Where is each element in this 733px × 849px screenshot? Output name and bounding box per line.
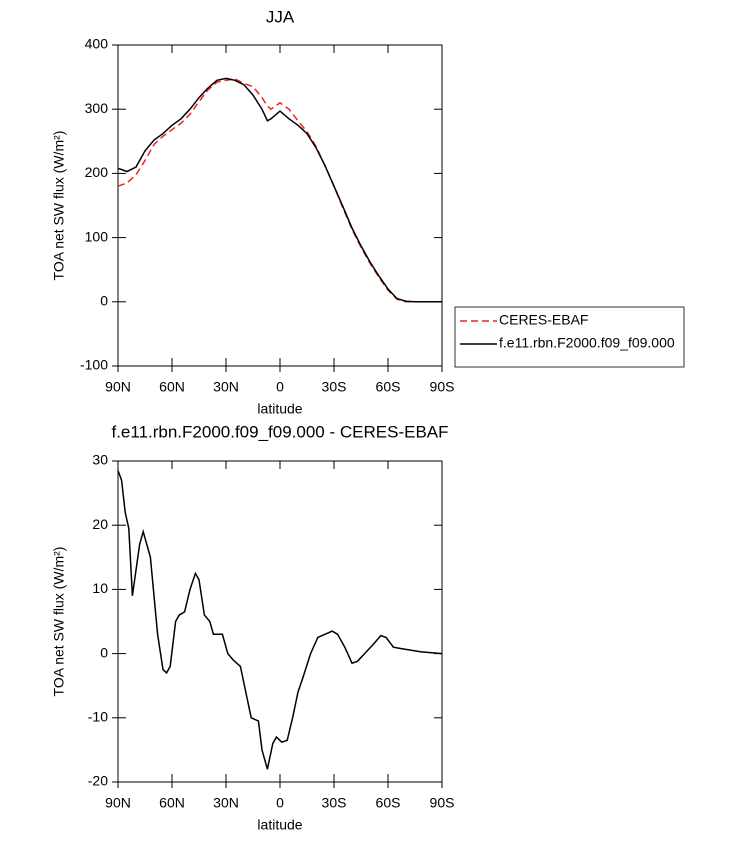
y-tick-label: 200: [85, 164, 109, 180]
legend-label: f.e11.rbn.F2000.f09_f09.000: [499, 335, 675, 351]
y-tick-label: 10: [92, 580, 108, 596]
y-tick-label: -20: [88, 773, 108, 789]
x-axis-label: latitude: [257, 401, 302, 417]
y-tick-label: -10: [88, 709, 108, 725]
y-tick-label: 300: [85, 100, 109, 116]
x-tick-label: 30N: [213, 379, 239, 395]
x-tick-label: 60S: [376, 795, 401, 811]
y-tick-label: 400: [85, 36, 109, 52]
x-tick-label: 60S: [376, 379, 401, 395]
x-tick-label: 90N: [105, 379, 131, 395]
data-line: [117, 470, 443, 770]
chart-title: f.e11.rbn.F2000.f09_f09.000 - CERES-EBAF: [111, 422, 448, 441]
x-tick-label: 30N: [213, 795, 239, 811]
x-tick-label: 30S: [322, 795, 347, 811]
plot-frame: [117, 44, 443, 367]
data-line: [117, 78, 442, 303]
y-axis-label: TOA net SW flux (W/m²): [51, 131, 67, 281]
chart-title: JJA: [266, 7, 295, 26]
y-tick-label: -100: [80, 357, 108, 373]
y-tick-label: 0: [100, 644, 108, 660]
y-tick-label: 100: [85, 228, 109, 244]
y-tick-label: 30: [92, 452, 108, 468]
x-tick-label: 90S: [430, 795, 455, 811]
x-tick-label: 60N: [159, 795, 185, 811]
plot-frame: [117, 460, 443, 783]
x-tick-label: 0: [276, 379, 284, 395]
x-tick-label: 0: [276, 795, 284, 811]
x-tick-label: 30S: [322, 379, 347, 395]
x-tick-label: 60N: [159, 379, 185, 395]
x-axis-label: latitude: [257, 817, 302, 833]
legend-box: [454, 306, 685, 368]
legend-label: CERES-EBAF: [499, 312, 588, 328]
y-tick-label: 0: [100, 293, 108, 309]
y-tick-label: 20: [92, 516, 108, 532]
data-line: [117, 77, 442, 303]
x-tick-label: 90S: [430, 379, 455, 395]
x-tick-label: 90N: [105, 795, 131, 811]
y-axis-label: TOA net SW flux (W/m²): [51, 547, 67, 697]
